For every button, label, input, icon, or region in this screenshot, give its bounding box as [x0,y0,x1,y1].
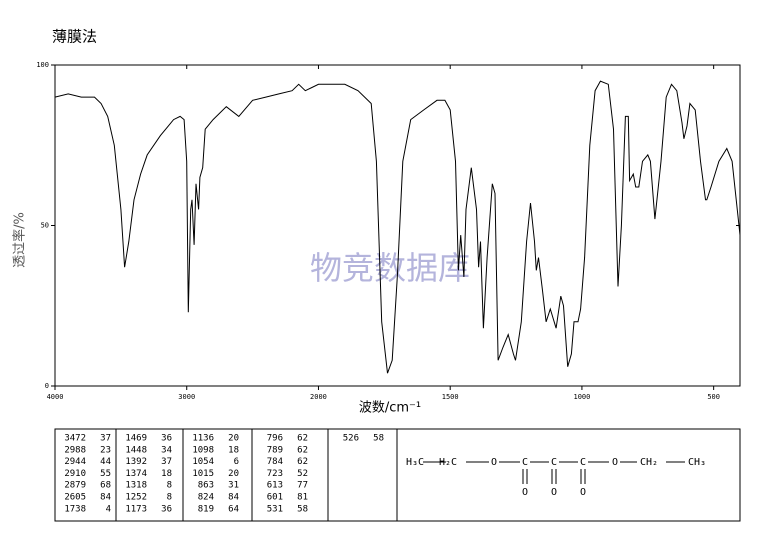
chart-title: 薄膜法 [52,28,97,46]
table-dividers [115,429,398,521]
atom: C [522,457,528,468]
peak-wavenumber: 526 [343,434,359,444]
peak-intensity: 62 [297,434,308,444]
peak-intensity: 62 [297,457,308,467]
peak-wavenumber: 3472 [64,434,86,444]
peak-wavenumber: 1448 [125,445,147,455]
atom: H₃C [406,457,424,468]
bonds [423,461,685,484]
peak-wavenumber: 1173 [125,504,147,514]
peak-intensity: 4 [106,504,111,514]
peak-wavenumber: 863 [198,481,214,491]
peak-intensity: 55 [100,469,111,479]
peak-intensity: 8 [167,481,172,491]
peak-wavenumber: 1054 [192,457,214,467]
x-tick-label: 3000 [178,393,195,401]
peak-intensity: 36 [161,504,172,514]
atom: C [580,457,586,468]
peak-wavenumber: 2988 [64,445,86,455]
peak-wavenumber: 531 [267,504,283,514]
peak-wavenumber: 601 [267,493,283,503]
spectrum-line [54,80,741,374]
x-tick-label: 500 [707,393,720,401]
peak-intensity: 31 [228,481,239,491]
atom: C [551,457,557,468]
peak-wavenumber: 1392 [125,457,147,467]
peak-intensity: 84 [228,493,239,503]
peak-intensity: 81 [297,493,308,503]
watermark: 物竞数据库 [310,249,470,287]
peak-wavenumber: 2944 [64,457,86,467]
peak-intensity: 8 [167,493,172,503]
atom: CH₃ [688,457,706,468]
carbonyl-oxygen: O [551,487,557,498]
x-tick-label: 4000 [47,393,64,401]
peak-wavenumber: 613 [267,481,283,491]
peak-intensity: 77 [297,481,308,491]
carbonyl-oxygen: O [522,487,528,498]
peak-intensity: 37 [100,434,111,444]
carbonyl-oxygen: O [580,487,586,498]
y-axis-label: 透过率/% [12,212,28,268]
peak-intensity: 36 [161,434,172,444]
peak-wavenumber: 789 [267,445,283,455]
peak-wavenumber: 1318 [125,481,147,491]
peak-intensity: 37 [161,457,172,467]
peak-intensity: 68 [100,481,111,491]
peak-wavenumber: 1374 [125,469,147,479]
peak-intensity: 44 [100,457,111,467]
peak-intensity: 52 [297,469,308,479]
y-tick-label: 0 [45,382,49,390]
peak-wavenumber: 1469 [125,434,147,444]
peak-wavenumber: 1098 [192,445,214,455]
peak-intensity: 6 [234,457,239,467]
peak-wavenumber: 1015 [192,469,214,479]
peak-wavenumber: 2605 [64,493,86,503]
peak-intensity: 20 [228,469,239,479]
peak-intensity: 64 [228,504,239,514]
peak-wavenumber: 2879 [64,481,86,491]
y-tick-label: 50 [41,222,49,230]
peak-wavenumber: 819 [198,504,214,514]
peak-intensity: 20 [228,434,239,444]
x-axis-label: 波数/cm⁻¹ [359,401,421,416]
x-tick-label: 1000 [573,393,590,401]
peak-wavenumber: 824 [198,493,214,503]
atom: CH₂ [640,457,658,468]
peak-wavenumber: 1136 [192,434,214,444]
peak-wavenumber: 723 [267,469,283,479]
peak-wavenumber: 1252 [125,493,147,503]
atom: O [491,457,497,468]
peak-wavenumber: 796 [267,434,283,444]
peak-wavenumber: 2910 [64,469,86,479]
x-tick-label: 2000 [310,393,327,401]
peak-intensity: 18 [161,469,172,479]
peak-intensity: 18 [228,445,239,455]
x-tick-label: 1500 [442,393,459,401]
peak-wavenumber: 784 [267,457,283,467]
plot-frame [54,64,741,387]
peak-intensity: 62 [297,445,308,455]
peak-intensity: 34 [161,445,172,455]
peak-intensity: 58 [373,434,384,444]
atom: O [612,457,618,468]
peak-intensity: 23 [100,445,111,455]
peak-wavenumber: 1738 [64,504,86,514]
atom: H₂C [439,457,457,468]
peak-intensity: 84 [100,493,111,503]
peak-intensity: 58 [297,504,308,514]
y-tick-label: 100 [36,61,49,69]
